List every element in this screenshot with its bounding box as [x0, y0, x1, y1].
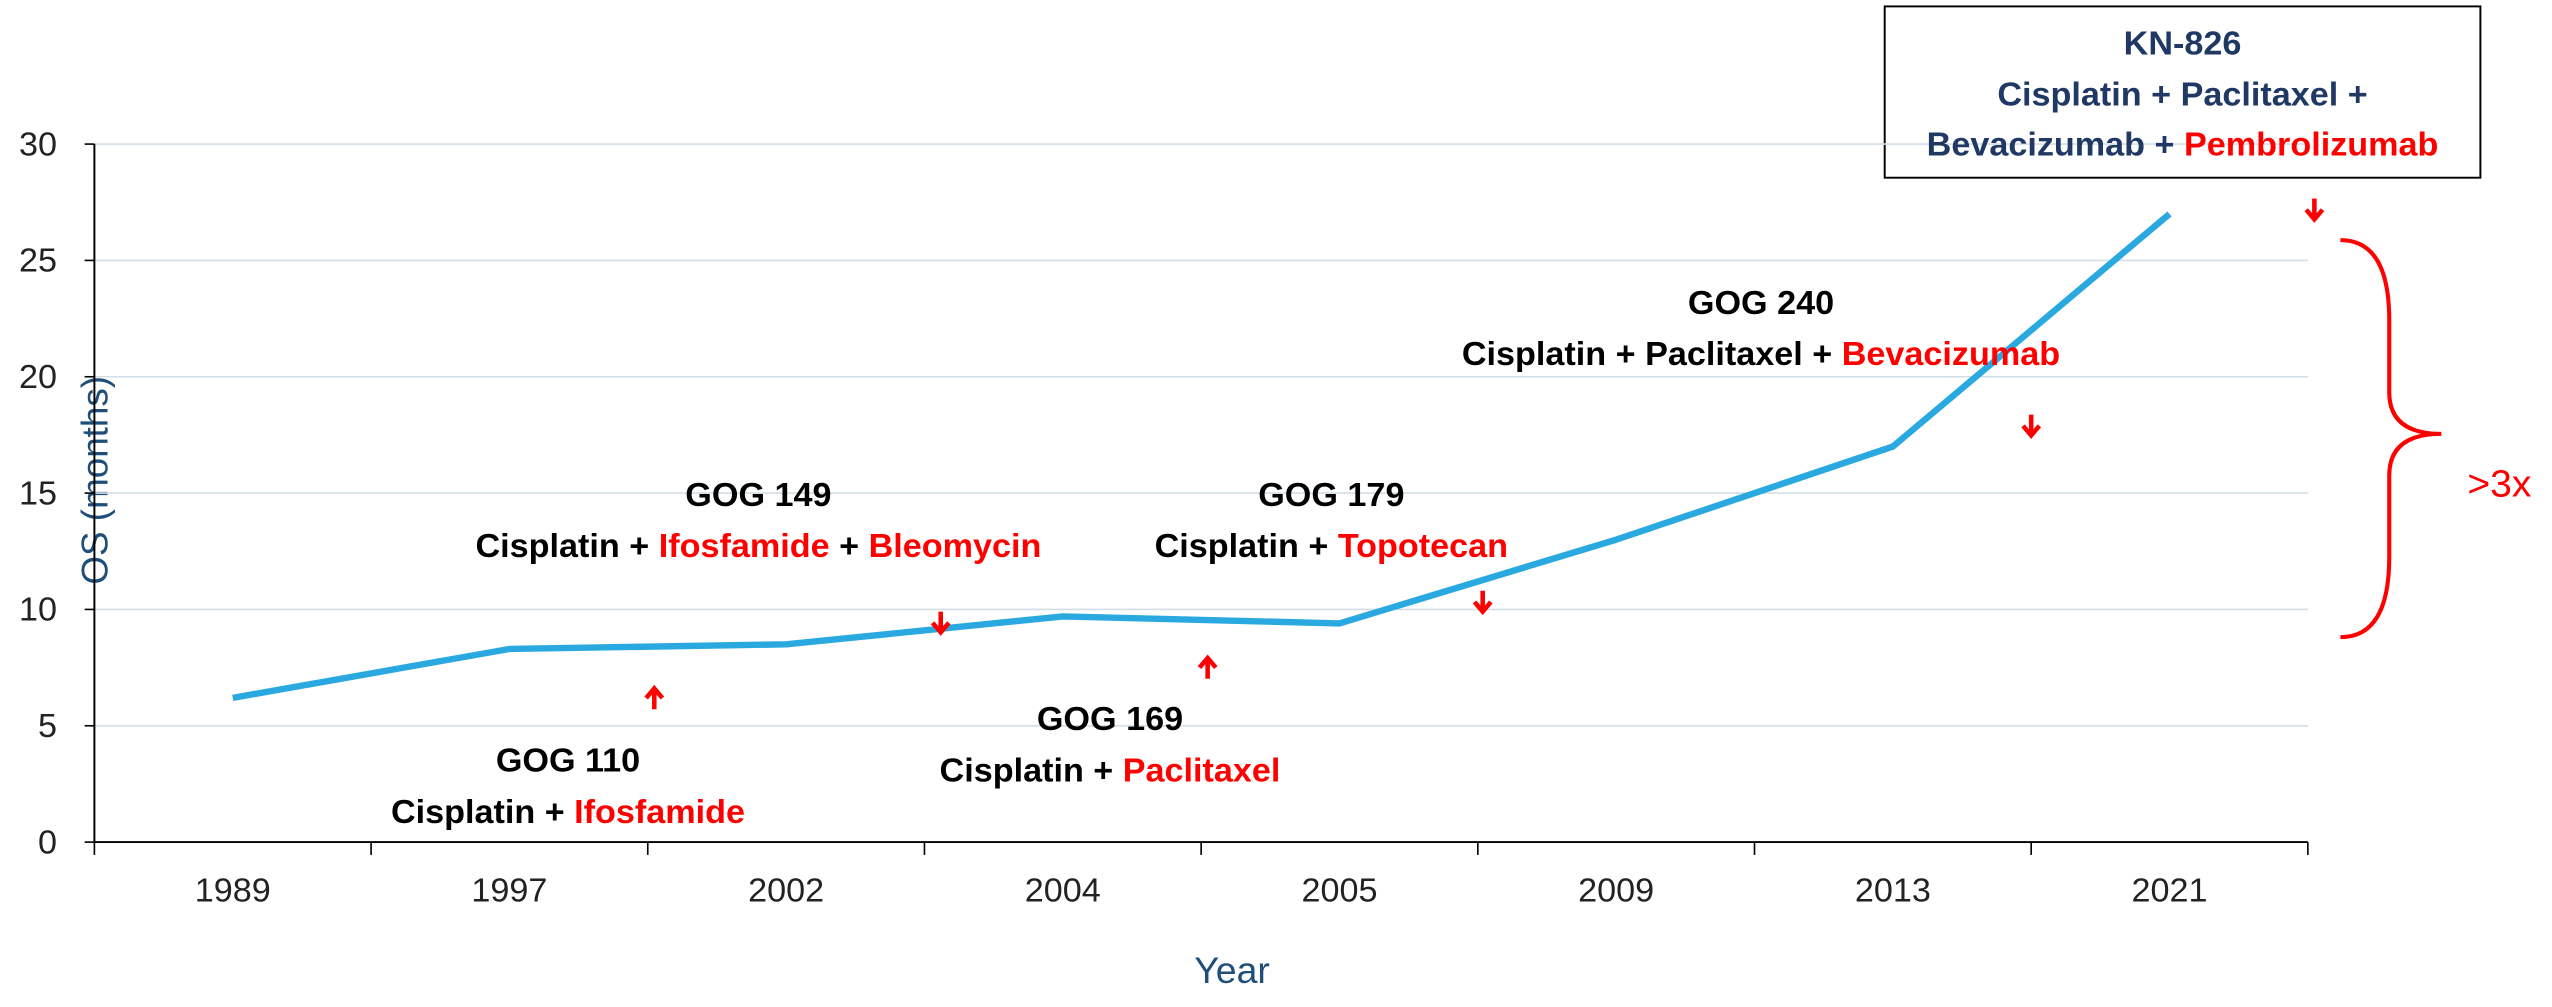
x-tick-label: 2021: [2132, 872, 2208, 910]
annotation-segment: Pembrolizumab: [2184, 126, 2438, 164]
annotation-arrow: [930, 611, 951, 636]
annotation-segment: Ifosfamide: [659, 527, 830, 565]
y-tick-label: 15: [19, 475, 57, 513]
x-tick-label: 2013: [1855, 872, 1931, 910]
y-tick-label: 25: [19, 242, 57, 280]
y-tick-label: 30: [19, 126, 57, 164]
annotation-arrow: [1197, 654, 1218, 679]
annotation-arrow: [1472, 590, 1493, 616]
annotation-title: GOG 149: [685, 476, 831, 514]
annotation-segment: Bleomycin: [869, 527, 1042, 565]
annotation-segment: Paclitaxel: [1123, 752, 1281, 790]
y-tick-label: 20: [19, 358, 57, 396]
x-tick-label: 1997: [471, 872, 547, 910]
x-axis-label: Year: [1194, 949, 1270, 991]
annotation-segment: Cisplatin +: [1155, 527, 1338, 565]
x-tick-label: 1989: [195, 872, 271, 910]
annotation-segment: Topotecan: [1338, 527, 1508, 565]
annotation-segment: Cisplatin +: [476, 527, 659, 565]
y-tick-label: 5: [38, 707, 57, 745]
x-tick-label: 2002: [748, 872, 824, 910]
annotation-arrow: [2021, 414, 2042, 439]
x-tick-label: 2009: [1578, 872, 1654, 910]
x-tick-label: 2005: [1301, 872, 1377, 910]
annotation-title: KN-826: [2124, 25, 2242, 63]
annotation-segment: Cisplatin +: [391, 793, 574, 831]
annotation-arrow: [2304, 198, 2325, 223]
annotation-segment: Cisplatin + Paclitaxel +: [1462, 335, 1842, 373]
annotation-title: GOG 169: [1037, 700, 1183, 738]
x-tick-label: 2004: [1025, 872, 1101, 910]
y-tick-label: 10: [19, 591, 57, 629]
annotation-text: Cisplatin + Paclitaxel + Bevacizumab: [1462, 335, 2060, 373]
annotation-text: Cisplatin + Paclitaxel +: [1997, 76, 2367, 114]
annotation-text: Cisplatin + Ifosfamide + Bleomycin: [476, 527, 1042, 565]
annotation-title: GOG 240: [1688, 284, 1834, 322]
annotation-text: Cisplatin + Paclitaxel: [940, 752, 1281, 790]
y-tick-label: 0: [38, 824, 57, 862]
bracket: [2340, 238, 2442, 640]
annotation-segment: Cisplatin +: [940, 752, 1123, 790]
annotation-text: Cisplatin + Topotecan: [1155, 527, 1508, 565]
annotation-segment: Ifosfamide: [574, 793, 745, 831]
annotation-segment: Bevacizumab +: [1927, 126, 2184, 164]
annotation-arrow: [644, 684, 665, 710]
annotation-text: Bevacizumab + Pembrolizumab: [1927, 126, 2439, 164]
annotation-title: GOG 179: [1258, 476, 1404, 514]
annotation-segment: Bevacizumab: [1842, 335, 2060, 373]
annotation-segment: +: [830, 527, 869, 565]
bracket-label: >3x: [2467, 463, 2531, 506]
annotation-box: [1883, 5, 2482, 179]
annotation-segment: Cisplatin + Paclitaxel +: [1997, 76, 2367, 114]
annotation-text: Cisplatin + Ifosfamide: [391, 793, 745, 831]
annotation-title: GOG 110: [496, 742, 640, 780]
data-line: [232, 211, 2172, 701]
